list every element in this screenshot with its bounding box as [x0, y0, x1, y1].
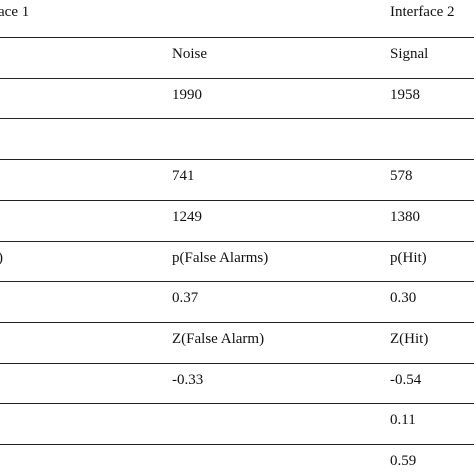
- table-cell: 1380: [390, 208, 420, 225]
- table-cell: -0.54: [390, 371, 422, 388]
- row-rule: [0, 159, 474, 161]
- row-rule: [0, 240, 474, 242]
- table-cell: p(Hit): [390, 249, 427, 266]
- table-cell: 0.11: [390, 412, 416, 429]
- header-cell: ace 1: [0, 4, 30, 20]
- table-cell: 1990: [172, 86, 202, 103]
- table-cell: -0.33: [172, 371, 204, 388]
- row-rule: [0, 281, 474, 283]
- table-cell: 0.30: [390, 290, 417, 307]
- table-cell: 0.37: [172, 290, 199, 307]
- row-rule: [0, 403, 474, 405]
- row-rule: [0, 199, 474, 201]
- header-rule: [0, 37, 474, 38]
- table-cell: 1249: [172, 208, 202, 225]
- table-cell: 0.59: [390, 453, 417, 469]
- header-cell: Interface 2: [390, 4, 455, 20]
- row-rule: [0, 321, 474, 323]
- table-cell: Z(Hit): [390, 330, 429, 347]
- table-cell: 741: [172, 168, 195, 185]
- table-cell: Noise: [172, 46, 207, 62]
- table-cell: p(False Alarms): [172, 249, 269, 266]
- table-cell: Z(False Alarm): [172, 330, 265, 347]
- table-cell: 578: [390, 168, 413, 185]
- table-cell: Signal: [390, 46, 429, 62]
- table-cell: ): [0, 249, 3, 267]
- row-rule: [0, 77, 474, 79]
- row-rule: [0, 362, 474, 364]
- row-rule: [0, 444, 474, 445]
- table-cell: 1958: [390, 86, 420, 103]
- row-rule: [0, 118, 474, 120]
